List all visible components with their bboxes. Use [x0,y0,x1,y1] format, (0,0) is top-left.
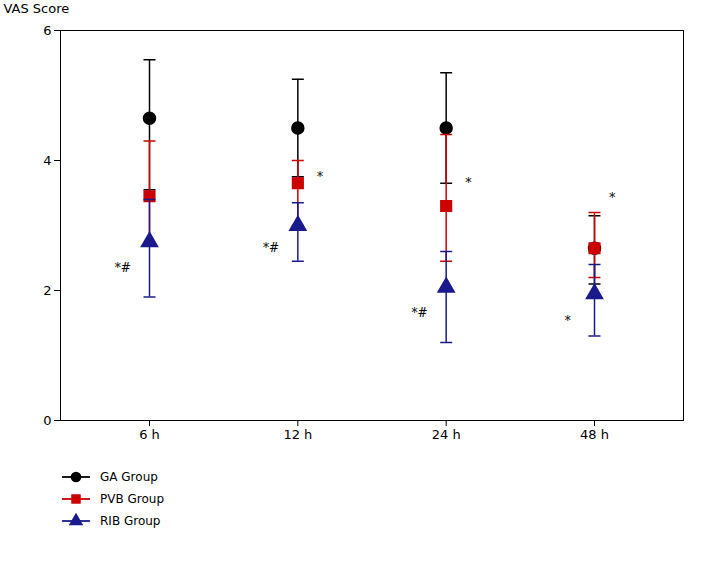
svg-text:4: 4 [43,153,51,168]
svg-text:0: 0 [43,413,51,428]
svg-text:*#: *# [263,241,279,255]
svg-text:48 h: 48 h [580,427,609,442]
svg-text:VAS Score: VAS Score [4,1,70,16]
svg-text:*: * [465,176,471,190]
svg-text:24 h: 24 h [432,427,461,442]
html-text:GA Group: GA Group [100,470,158,484]
svg-text:6 h: 6 h [139,427,160,442]
svg-text:*: * [317,170,323,184]
svg-text:*#: *# [411,306,427,320]
svg-text:*#: *# [115,261,131,275]
svg-text:*: * [609,191,615,205]
svg-text:12 h: 12 h [283,427,312,442]
svg-text:2: 2 [43,283,51,298]
html-text:PVB Group: PVB Group [100,492,164,506]
svg-text:*: * [565,314,571,328]
html-text:RIB Group: RIB Group [100,514,161,528]
svg-text:6: 6 [43,23,51,38]
